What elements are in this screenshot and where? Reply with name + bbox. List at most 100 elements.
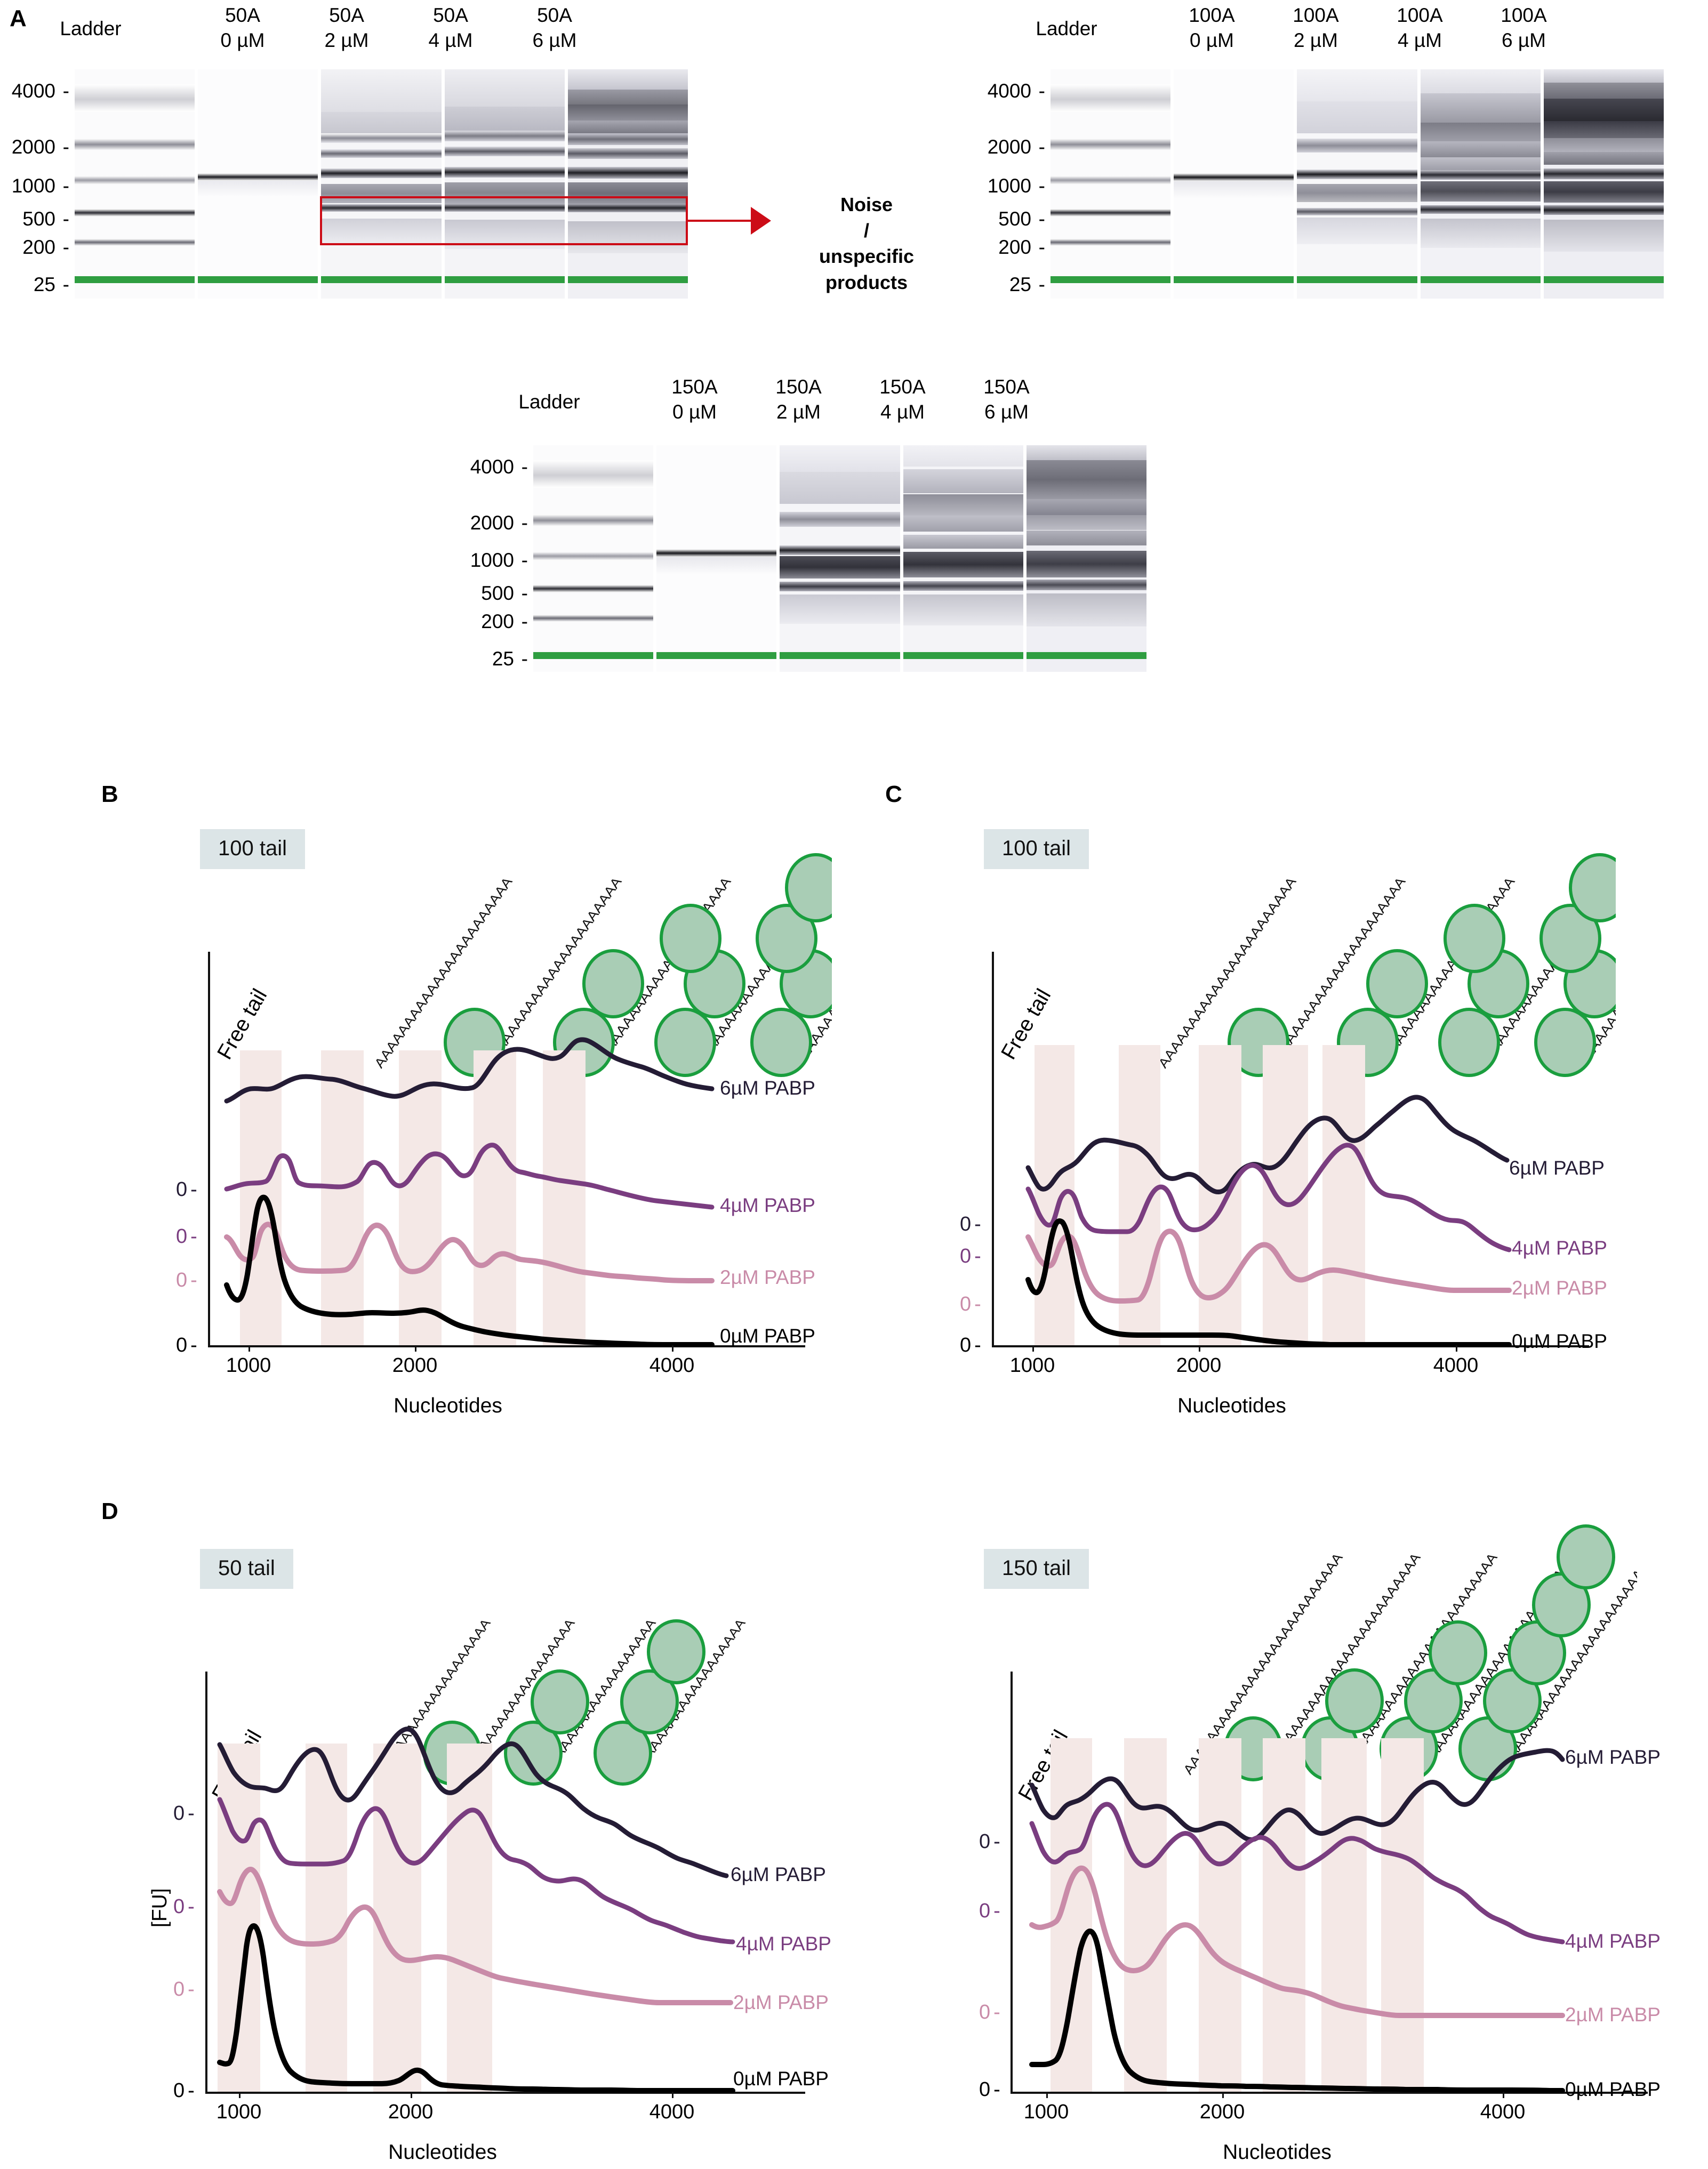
panel-b-label-6um: 6µM PABP bbox=[720, 1077, 815, 1099]
panel-b-axis-title-x: Nucleotides bbox=[394, 1394, 502, 1417]
mw100-4000: 4000 bbox=[987, 80, 1031, 102]
panel-c-band-1 bbox=[1035, 1045, 1074, 1345]
panel-d-tail-badge: 50 tail bbox=[200, 1549, 293, 1589]
panel-c-label-4um: 4µM PABP bbox=[1512, 1237, 1607, 1259]
noise-annotation-label: Noise / unspecific products bbox=[779, 192, 955, 295]
panel-150tail-xlabel-1000: 1000 bbox=[1023, 2101, 1069, 2123]
gel-50a-header-0-name: 50A bbox=[225, 4, 260, 26]
panel-c-ytick-4um: 0- bbox=[960, 1245, 981, 1267]
panel-d-ytick-4um: 0- bbox=[173, 1895, 195, 1918]
trace-panel-c: 100 tail AAAAAAAAAAAAAAAAAAAAAAA Free ta… bbox=[875, 768, 1632, 1434]
noise-arrow-line bbox=[688, 220, 752, 222]
panel-b-polyA-schematic: AAAAAAAAAAAAAAAAAAAAAAA bbox=[371, 853, 832, 1077]
panel-c-axis-title-x: Nucleotides bbox=[1177, 1394, 1286, 1417]
panel-b-tail-badge: 100 tail bbox=[200, 829, 305, 869]
gel-100a-lane-ladder bbox=[1051, 69, 1171, 299]
mw150-2000: 2000 bbox=[470, 512, 514, 534]
panel-c-traces bbox=[1025, 1095, 1512, 1347]
gel-150a-header-0-conc: 0 µM bbox=[672, 401, 717, 423]
panel-150tail-band-4 bbox=[1263, 1738, 1305, 2092]
noise-arrow-head-icon bbox=[751, 207, 771, 235]
gel-150a-header-4-name: 150A bbox=[879, 376, 926, 398]
gel-50a-header-6-name: 50A bbox=[537, 4, 572, 26]
panel-d-label-2um: 2µM PABP bbox=[733, 1991, 829, 2013]
panel-d-xlabel-2000: 2000 bbox=[388, 2101, 434, 2123]
panel-c-series-2um bbox=[1025, 1228, 1512, 1304]
panel-150tail-y-axis bbox=[1011, 1672, 1013, 2093]
panel-150tail-series-4um bbox=[1029, 1802, 1565, 1945]
gel-150a-header-4-conc: 4 µM bbox=[880, 401, 925, 423]
gel-50a: Ladder 50A 0 µM 50A 2 µM 50A 4 µM 50A 6 … bbox=[0, 0, 914, 299]
panel-c-label-0um: 0µM PABP bbox=[1512, 1330, 1607, 1352]
panel-c-ytick-2um: 0- bbox=[960, 1293, 981, 1315]
panel-c-ytick-0um: 0- bbox=[960, 1334, 981, 1356]
gel-50a-header-0-conc: 0 µM bbox=[220, 29, 265, 52]
gel-100a: Ladder 100A 0 µM 100A 2 µM 100A 4 µM 100… bbox=[976, 0, 1708, 299]
gel-50a-lane-4um bbox=[444, 69, 565, 299]
panel-150tail-ytick-6um: 0- bbox=[979, 1830, 1000, 1853]
gel-50a-header-2-name: 50A bbox=[329, 4, 364, 26]
panel-c-ytick-6um: 0- bbox=[960, 1213, 981, 1235]
gel-150a-header-2-conc: 2 µM bbox=[776, 401, 821, 423]
noise-line-2: / bbox=[863, 219, 869, 242]
gel-100a-header-0-conc: 0 µM bbox=[1190, 29, 1234, 52]
panel-b-ytick-2um: 0- bbox=[176, 1269, 197, 1291]
gel-100a-lane-6um bbox=[1543, 69, 1664, 299]
panel-150tail-traces bbox=[1029, 1748, 1565, 2093]
gel-100a-header-2-conc: 2 µM bbox=[1294, 29, 1338, 52]
panel-d-series-2um bbox=[217, 1867, 733, 2005]
panel-b-band-2 bbox=[321, 1050, 364, 1345]
panel-150tail-series-2um bbox=[1029, 1865, 1565, 2018]
panel-d-xtick-2000 bbox=[411, 2092, 412, 2098]
panel-b-band-4 bbox=[474, 1050, 516, 1345]
gel-100a-lane-0um bbox=[1174, 69, 1294, 299]
mw100-2000: 2000 bbox=[987, 136, 1031, 158]
gel-150a-header-2-name: 150A bbox=[775, 376, 822, 398]
panel-c-label-6um: 6µM PABP bbox=[1509, 1157, 1605, 1179]
panel-150tail-ytick-2um: 0- bbox=[979, 2001, 1000, 2023]
panel-b-band-3 bbox=[399, 1050, 442, 1345]
gel-150a-lane-6um bbox=[1026, 445, 1147, 672]
gel-150a-header-6-conc: 6 µM bbox=[984, 401, 1029, 423]
panel-letter-a: A bbox=[10, 5, 27, 31]
panel-b-traces bbox=[224, 1037, 715, 1347]
panel-d-axis-title-x: Nucleotides bbox=[388, 2141, 497, 2164]
gel-50a-header-4-name: 50A bbox=[433, 4, 468, 26]
gel-50a-header-ladder: Ladder bbox=[60, 18, 122, 39]
gel-50a-header-2-conc: 2 µM bbox=[324, 29, 369, 52]
panel-d-xtick-1000 bbox=[239, 2092, 240, 2098]
panel-150tail-label-2um: 2µM PABP bbox=[1565, 2004, 1661, 2026]
panel-d-label-6um: 6µM PABP bbox=[731, 1863, 826, 1885]
panel-c-xtick-2000 bbox=[1199, 1345, 1200, 1352]
noise-line-1: Noise bbox=[840, 194, 893, 215]
panel-c-xtick-1000 bbox=[1032, 1345, 1034, 1352]
mw100-200: 200 bbox=[998, 236, 1031, 258]
gel-150a-header-6-name: 150A bbox=[983, 376, 1030, 398]
panel-c-xtick-4000 bbox=[1456, 1345, 1457, 1352]
mw-200: 200 bbox=[22, 236, 55, 258]
panel-b-series-0um bbox=[224, 1194, 715, 1347]
panel-150tail-band-5 bbox=[1321, 1738, 1367, 2092]
panel-d-ytick-0um: 0- bbox=[173, 2079, 195, 2102]
panel-d-band-3 bbox=[373, 1744, 421, 2092]
mw150-200: 200 bbox=[481, 610, 514, 632]
panel-letter-c: C bbox=[885, 781, 902, 807]
panel-150tail-band-6 bbox=[1381, 1738, 1424, 2092]
panel-d-series-6um bbox=[217, 1726, 729, 1878]
gel-150a-header-ladder: Ladder bbox=[518, 391, 580, 413]
gel-100a-header-6-conc: 6 µM bbox=[1502, 29, 1546, 52]
gel-150a-lane-0um bbox=[656, 445, 777, 672]
panel-b-series-4um bbox=[224, 1143, 715, 1210]
panel-b-label-4um: 4µM PABP bbox=[720, 1194, 815, 1216]
gel-100a-header-4-conc: 4 µM bbox=[1398, 29, 1442, 52]
panel-b-band-5 bbox=[543, 1050, 586, 1345]
panel-d-axis-title-y: [FU] bbox=[148, 1888, 171, 1927]
gel-100a-header-6-name: 100A bbox=[1501, 4, 1547, 26]
panel-c-series-6um bbox=[1025, 1095, 1510, 1195]
mw-25: 25 bbox=[33, 274, 55, 295]
panel-c-tail-badge: 100 tail bbox=[984, 829, 1089, 869]
panel-b-xlabel-4000: 4000 bbox=[649, 1354, 695, 1377]
gel-150a-lane-ladder bbox=[533, 445, 654, 672]
gel-100a-header-0-name: 100A bbox=[1189, 4, 1235, 26]
gel-100a-lane-2um bbox=[1297, 69, 1417, 299]
